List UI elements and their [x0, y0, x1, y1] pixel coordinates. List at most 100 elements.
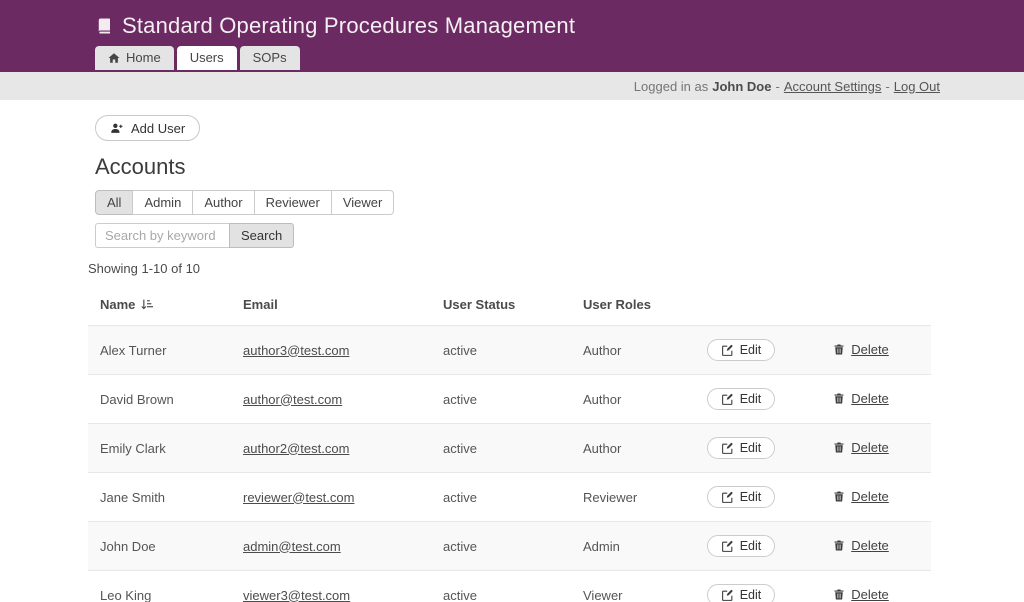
- cell-name: David Brown: [88, 374, 231, 424]
- add-user-button[interactable]: Add User: [95, 115, 201, 141]
- edit-button[interactable]: Edit: [706, 388, 776, 410]
- delete-link[interactable]: Delete: [851, 439, 889, 455]
- tab-sops[interactable]: SOPs: [239, 46, 300, 70]
- main-content: Add User Accounts All Admin Author Revie…: [88, 100, 931, 602]
- cell-roles: Author: [571, 374, 691, 424]
- edit-button[interactable]: Edit: [706, 584, 776, 602]
- email-link[interactable]: author@test.com: [243, 391, 343, 407]
- cell-roles: Admin: [571, 521, 691, 571]
- tab-home[interactable]: Home: [95, 46, 174, 70]
- edit-label: Edit: [739, 392, 762, 406]
- trash-icon: [833, 441, 845, 454]
- tab-home-label: Home: [126, 50, 161, 65]
- cell-edit: Edit: [691, 570, 791, 602]
- edit-label: Edit: [739, 343, 762, 357]
- filter-all[interactable]: All: [95, 190, 134, 215]
- table-row: Leo King viewer3@test.com active Viewer …: [88, 570, 931, 602]
- cell-email: author3@test.com: [231, 325, 431, 375]
- trash-icon: [833, 343, 845, 356]
- cell-status: active: [431, 325, 571, 375]
- log-out-link[interactable]: Log Out: [893, 78, 940, 94]
- edit-button[interactable]: Edit: [706, 339, 776, 361]
- brand: Standard Operating Procedures Management: [95, 13, 1024, 39]
- table-row: Emily Clark author2@test.com active Auth…: [88, 423, 931, 473]
- cell-edit: Edit: [691, 423, 791, 473]
- cell-email: reviewer@test.com: [231, 472, 431, 522]
- user-plus-icon: [110, 122, 124, 135]
- edit-icon: [721, 393, 734, 406]
- filter-reviewer[interactable]: Reviewer: [253, 190, 332, 215]
- table-row: David Brown author@test.com active Autho…: [88, 374, 931, 424]
- email-link[interactable]: reviewer@test.com: [243, 489, 355, 505]
- email-link[interactable]: author3@test.com: [243, 342, 350, 358]
- cell-name: Emily Clark: [88, 423, 231, 473]
- table-row: Alex Turner author3@test.com active Auth…: [88, 325, 931, 375]
- cell-name: Alex Turner: [88, 325, 231, 375]
- delete-link[interactable]: Delete: [851, 537, 889, 553]
- results-count: Showing 1-10 of 10: [88, 261, 201, 276]
- email-link[interactable]: author2@test.com: [243, 440, 350, 456]
- column-header-name[interactable]: Name: [88, 282, 231, 326]
- edit-label: Edit: [739, 539, 762, 553]
- trash-icon: [833, 588, 845, 601]
- edit-button[interactable]: Edit: [706, 535, 776, 557]
- cell-email: viewer3@test.com: [231, 570, 431, 602]
- cell-edit: Edit: [691, 374, 791, 424]
- edit-icon: [721, 589, 734, 602]
- app-title: Standard Operating Procedures Management: [122, 13, 576, 38]
- account-settings-link[interactable]: Account Settings: [783, 78, 882, 94]
- filter-admin[interactable]: Admin: [132, 190, 194, 215]
- cell-roles: Author: [571, 325, 691, 375]
- edit-icon: [721, 491, 734, 504]
- session-user: John Doe: [712, 78, 772, 94]
- table-row: John Doe admin@test.com active Admin Edi…: [88, 521, 931, 571]
- column-header-status: User Status: [443, 297, 516, 312]
- table-header-row: Name Email User Status User Roles: [88, 282, 931, 326]
- cell-roles: Reviewer: [571, 472, 691, 522]
- cell-name: Jane Smith: [88, 472, 231, 522]
- home-icon: [108, 52, 120, 64]
- cell-edit: Edit: [691, 325, 791, 375]
- edit-button[interactable]: Edit: [706, 437, 776, 459]
- search-button[interactable]: Search: [229, 223, 295, 248]
- search-input[interactable]: [95, 223, 229, 248]
- delete-link[interactable]: Delete: [851, 390, 889, 406]
- delete-link[interactable]: Delete: [851, 488, 889, 504]
- filter-author[interactable]: Author: [192, 190, 255, 215]
- cell-status: active: [431, 521, 571, 571]
- delete-link[interactable]: Delete: [851, 341, 889, 357]
- column-header-edit: [691, 282, 791, 326]
- edit-icon: [721, 540, 734, 553]
- cell-status: active: [431, 374, 571, 424]
- main-nav: Home Users SOPs: [95, 46, 1024, 70]
- cell-delete: Delete: [791, 521, 931, 571]
- page-title: Accounts: [95, 154, 186, 179]
- cell-name: Leo King: [88, 570, 231, 602]
- book-icon: [95, 17, 113, 35]
- email-link[interactable]: admin@test.com: [243, 538, 341, 554]
- add-user-label: Add User: [131, 120, 186, 136]
- separator: -: [775, 78, 780, 94]
- trash-icon: [833, 539, 845, 552]
- cell-email: admin@test.com: [231, 521, 431, 571]
- edit-icon: [721, 442, 734, 455]
- tab-sops-label: SOPs: [252, 50, 287, 65]
- cell-delete: Delete: [791, 570, 931, 602]
- tab-users-label: Users: [189, 50, 224, 65]
- tab-users[interactable]: Users: [176, 46, 237, 70]
- email-link[interactable]: viewer3@test.com: [243, 587, 351, 602]
- users-table: Name Email User Status User Roles Alex T…: [88, 282, 931, 602]
- cell-delete: Delete: [791, 325, 931, 375]
- cell-delete: Delete: [791, 423, 931, 473]
- cell-roles: Viewer: [571, 570, 691, 602]
- edit-button[interactable]: Edit: [706, 486, 776, 508]
- cell-status: active: [431, 570, 571, 602]
- separator: -: [885, 78, 890, 94]
- delete-link[interactable]: Delete: [851, 586, 889, 602]
- cell-email: author2@test.com: [231, 423, 431, 473]
- filter-viewer[interactable]: Viewer: [330, 190, 395, 215]
- session-prefix: Logged in as: [633, 78, 709, 94]
- cell-name: John Doe: [88, 521, 231, 571]
- cell-status: active: [431, 423, 571, 473]
- role-filter-group: All Admin Author Reviewer Viewer: [95, 190, 395, 215]
